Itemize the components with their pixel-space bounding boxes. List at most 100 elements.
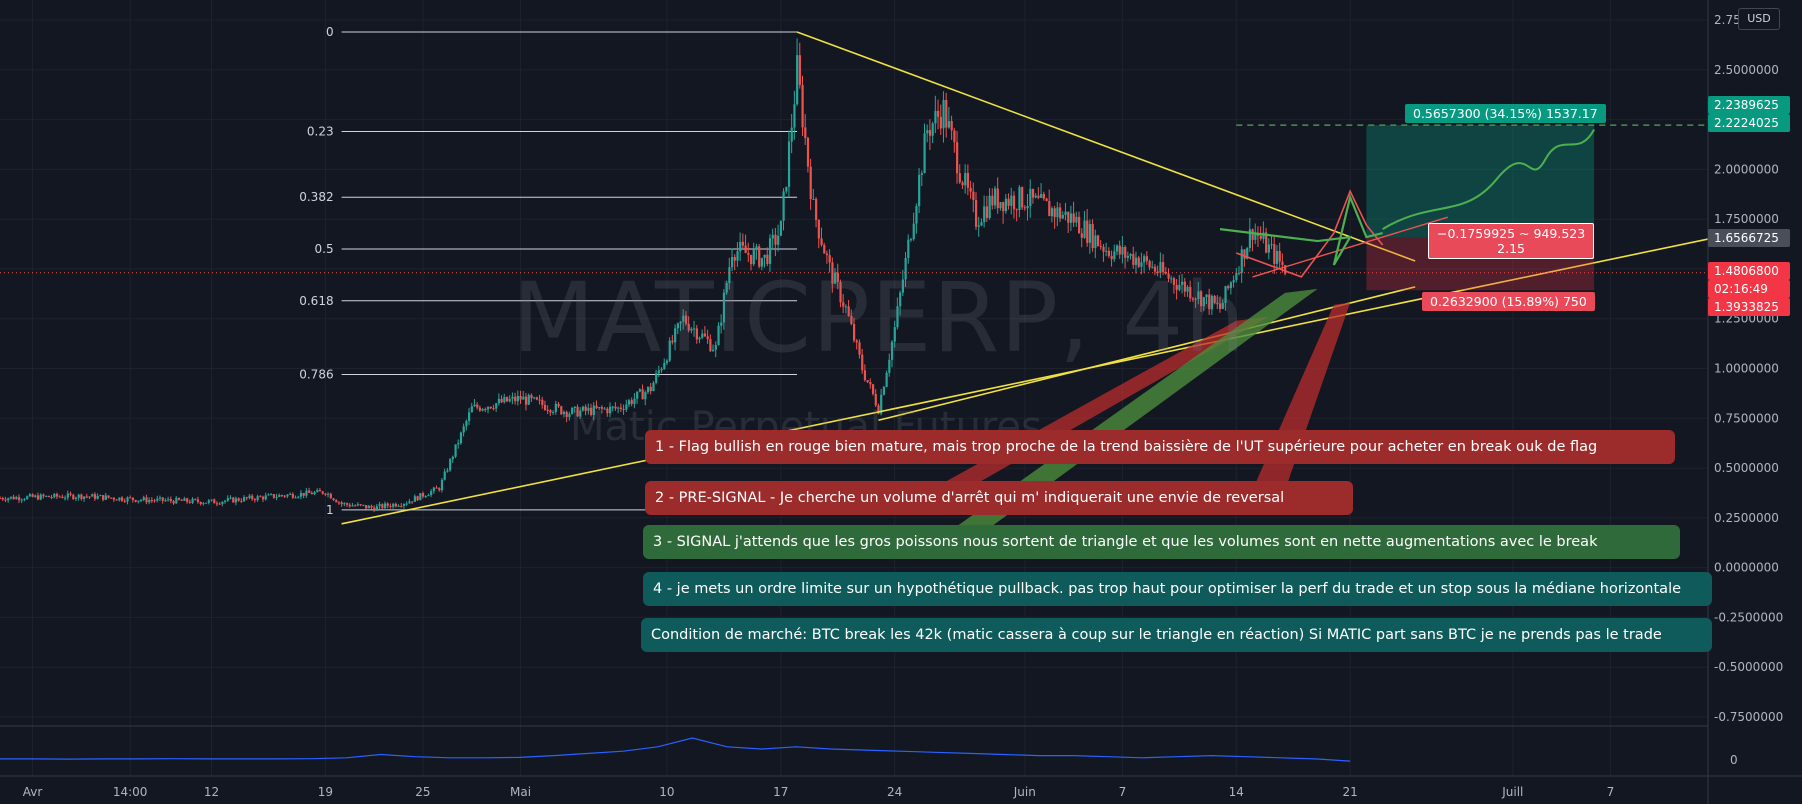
target-label[interactable]: 0.5657300 (34.15%) 1537.17	[1405, 104, 1606, 123]
candle-body	[470, 406, 473, 413]
candle-body	[346, 503, 349, 505]
candle-body	[1202, 297, 1205, 307]
note-flag[interactable]: 1 - Flag bullish en rouge bien mature, m…	[645, 430, 1675, 464]
candle-body	[1248, 229, 1252, 248]
candle-body	[931, 123, 934, 136]
candle-body	[386, 503, 389, 506]
candle-body	[511, 396, 514, 399]
candle-body	[58, 496, 61, 498]
candle-body	[468, 412, 471, 421]
candle-body	[1094, 235, 1097, 249]
note-market-condition[interactable]: Condition de marché: BTC break les 42k (…	[641, 618, 1712, 652]
candle-body	[205, 502, 208, 504]
candle-body	[744, 245, 747, 253]
candle-body	[619, 407, 623, 410]
candle-body	[991, 195, 994, 206]
y-tick-label: 2.0000000	[1714, 162, 1779, 176]
candle-body	[175, 497, 178, 504]
candle-body	[855, 340, 858, 343]
candle-body	[34, 495, 37, 497]
candle-body	[888, 359, 891, 373]
candle-body	[1121, 246, 1124, 255]
candle-body	[435, 487, 438, 489]
candle-body	[438, 488, 441, 491]
trendline-lower-2	[878, 286, 1416, 422]
x-tick-label: Juin	[1013, 785, 1036, 799]
candle-body	[280, 495, 284, 497]
note-pre-signal[interactable]: 2 - PRE-SIGNAL - Je cherche un volume d'…	[645, 481, 1353, 515]
candle-body	[172, 501, 175, 504]
candle-body	[956, 142, 959, 174]
candle-body	[392, 503, 395, 507]
candle-body	[638, 389, 642, 392]
candle-body	[546, 409, 549, 411]
candle-body	[497, 398, 501, 404]
flag-line	[1252, 216, 1448, 278]
candle-body	[299, 492, 303, 497]
candle-body	[210, 499, 213, 501]
candle-body	[557, 403, 560, 407]
candle-body	[424, 496, 427, 498]
candle-body	[627, 400, 631, 405]
candle-body	[394, 503, 398, 507]
candle-body	[766, 254, 769, 264]
candle-body	[516, 395, 520, 402]
candle-body	[728, 267, 731, 284]
candle-body	[47, 495, 50, 498]
candle-body	[1097, 235, 1100, 246]
y-tick-label: 0.2500000	[1714, 511, 1779, 525]
candle-body	[939, 116, 942, 129]
candle-body	[302, 492, 305, 496]
candle-body	[1278, 250, 1281, 262]
candle-body	[901, 279, 904, 293]
candle-body	[953, 130, 956, 143]
price-axis-label: 1.3933825	[1708, 298, 1790, 316]
candle-body	[343, 503, 346, 505]
candle-body	[1208, 294, 1211, 310]
candle-body	[1243, 249, 1246, 259]
trendline-upper	[796, 31, 1416, 262]
candle-body	[1126, 255, 1130, 258]
candle-body	[606, 408, 609, 414]
candle-body	[1170, 278, 1173, 280]
candle-body	[153, 500, 156, 502]
risk-reward-line1: −0.1759925 ~ 949.523	[1437, 226, 1586, 241]
candle-body	[161, 497, 164, 501]
candle-body	[121, 497, 124, 501]
indicator-axis-label: 0	[1730, 753, 1738, 767]
candle-body	[313, 492, 316, 495]
candle-body	[1143, 256, 1146, 263]
candle-body	[993, 188, 997, 206]
y-tick-label: 0.5000000	[1714, 461, 1779, 475]
candle-body	[1018, 187, 1021, 210]
risk-reward-label[interactable]: −0.1759925 ~ 949.523 2.15	[1428, 223, 1595, 259]
candle-body	[760, 257, 764, 267]
note-signal[interactable]: 3 - SIGNAL j'attends que les gros poisso…	[643, 525, 1680, 559]
candle-body	[562, 411, 566, 415]
candle-body	[1227, 286, 1230, 289]
candle-body	[102, 495, 105, 500]
candle-body	[126, 497, 129, 502]
currency-badge[interactable]: USD	[1738, 8, 1780, 30]
candle-body	[880, 394, 883, 414]
candle-body	[158, 497, 162, 499]
candle-body	[706, 336, 709, 340]
candle-body	[397, 505, 400, 507]
x-tick-label: 14:00	[113, 785, 148, 799]
candle-body	[381, 504, 384, 509]
candle-body	[1145, 256, 1148, 261]
note-limit-order[interactable]: 4 - je mets un ordre limite sur un hypot…	[643, 572, 1712, 606]
candle-body	[937, 110, 940, 117]
candle-body	[272, 494, 276, 498]
candle-body	[1067, 211, 1070, 223]
candle-body	[693, 328, 696, 330]
candle-body	[186, 498, 189, 502]
candle-body	[245, 497, 248, 499]
price-axis-label: 2.2224025	[1708, 114, 1790, 132]
candle-body	[1045, 198, 1048, 202]
candle-body	[752, 249, 755, 265]
candle-body	[332, 498, 335, 501]
x-tick-label: Mai	[510, 785, 531, 799]
price-axis-label: 1.6566725	[1708, 229, 1790, 247]
stop-label[interactable]: 0.2632900 (15.89%) 750	[1422, 292, 1595, 311]
